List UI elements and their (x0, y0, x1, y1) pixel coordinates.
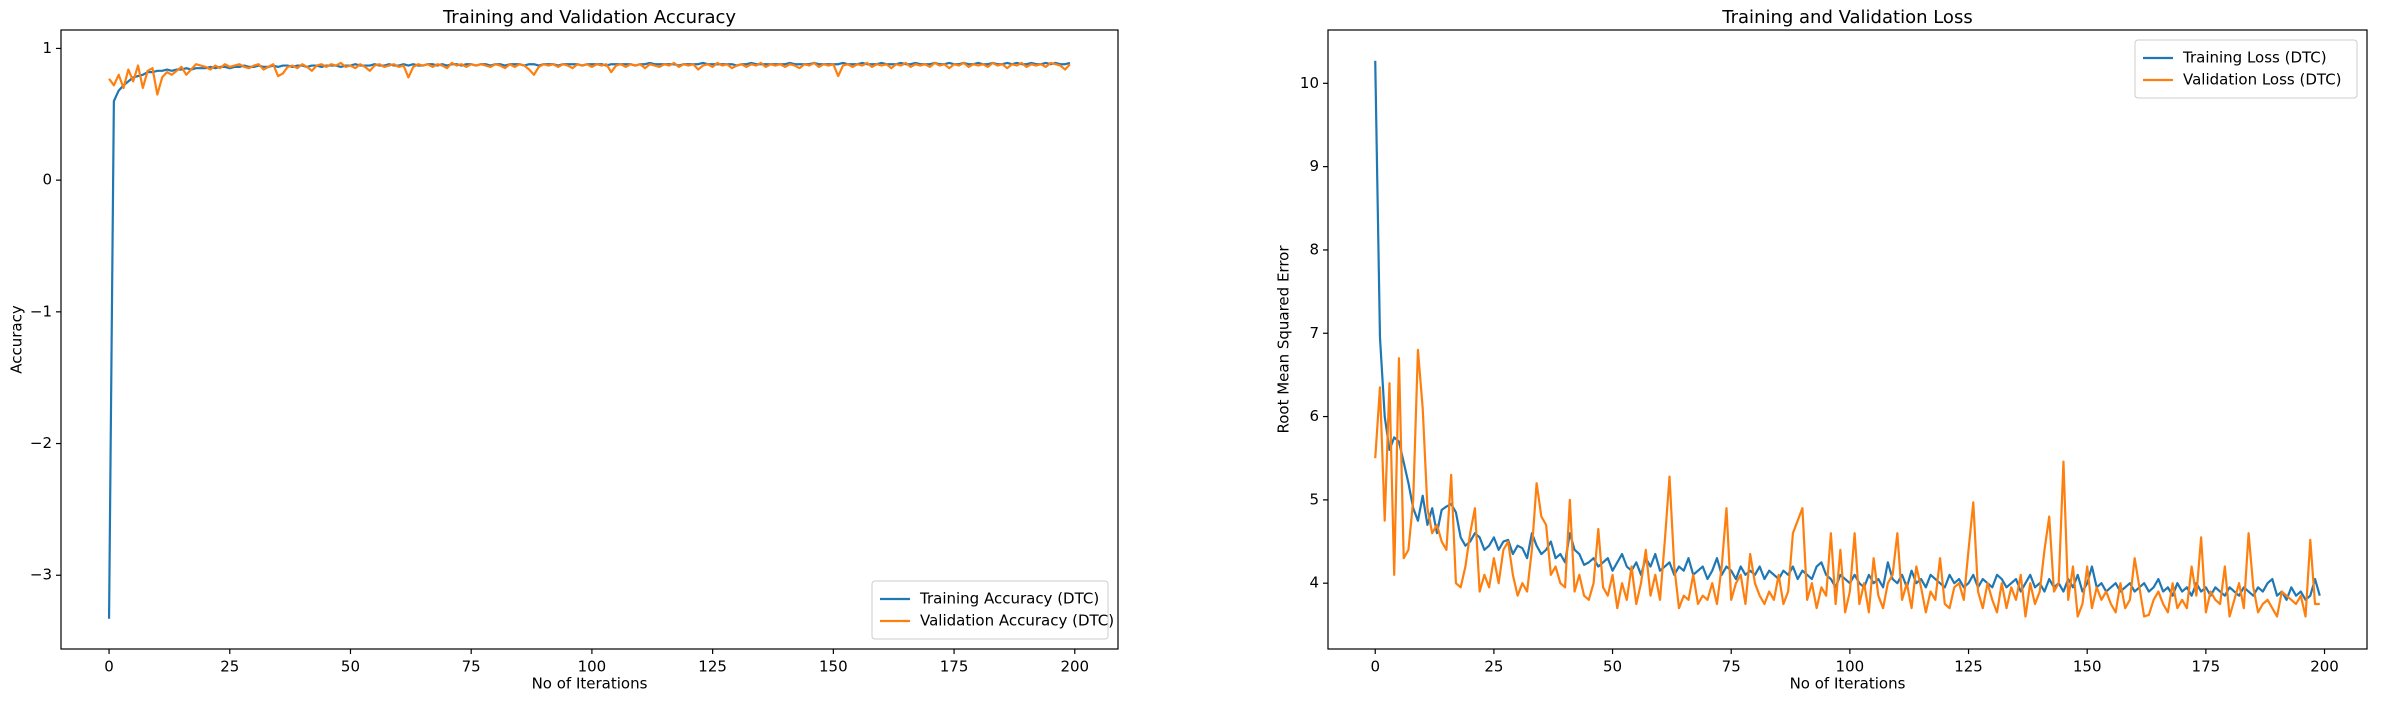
y-tick-label: 5 (1309, 490, 1319, 508)
y-tick-label: 6 (1309, 407, 1319, 425)
x-tick-label: 75 (462, 658, 481, 676)
legend-box (871, 580, 1109, 640)
legend-box (2134, 39, 2358, 99)
series-line (108, 61, 1071, 96)
x-tick-label: 175 (2192, 658, 2221, 676)
x-tick-label: 0 (1370, 658, 1380, 676)
axes-frame (1327, 29, 2368, 650)
series-line (1374, 348, 2320, 618)
x-tick-label: 25 (220, 658, 239, 676)
x-axis-label: No of Iterations (1790, 675, 1906, 693)
y-tick-label: 1 (42, 39, 52, 57)
y-tick-label: 8 (1309, 240, 1319, 258)
x-tick-label: 200 (2310, 658, 2339, 676)
x-tick-label: 0 (104, 658, 114, 676)
y-tick-label: −2 (30, 434, 52, 452)
y-tick-label: −3 (30, 566, 52, 584)
x-tick-label: 125 (698, 658, 727, 676)
y-axis-label: Root Mean Squared Error (1275, 245, 1293, 434)
y-axis-label: Accuracy (8, 305, 26, 374)
legend-label: Validation Loss (DTC) (2183, 71, 2342, 89)
x-tick-label: 50 (341, 658, 360, 676)
x-tick-label: 150 (819, 658, 848, 676)
x-tick-label: 100 (578, 658, 607, 676)
y-tick-label: −1 (30, 302, 52, 320)
x-tick-label: 175 (940, 658, 969, 676)
chart-title: Training and Validation Accuracy (442, 7, 736, 28)
y-tick-label: 7 (1309, 324, 1319, 342)
x-tick-label: 75 (1722, 658, 1741, 676)
legend-label: Validation Accuracy (DTC) (920, 612, 1114, 630)
x-tick-label: 200 (1060, 658, 1089, 676)
legend-label: Training Accuracy (DTC) (919, 590, 1099, 608)
x-tick-label: 125 (1954, 658, 1983, 676)
chart-title: Training and Validation Loss (1721, 7, 1972, 28)
y-tick-label: 4 (1309, 574, 1319, 592)
x-tick-label: 25 (1484, 658, 1503, 676)
series-line (107, 61, 1071, 619)
series-line (1374, 60, 2321, 601)
x-tick-label: 50 (1603, 658, 1622, 676)
axes-frame (60, 29, 1119, 650)
x-axis-label: No of Iterations (532, 675, 648, 693)
y-tick-label: 10 (1300, 74, 1319, 92)
x-tick-label: 100 (1836, 658, 1865, 676)
legend-label: Training Loss (DTC) (2182, 49, 2327, 67)
y-tick-label: 9 (1309, 157, 1319, 175)
y-tick-label: 0 (42, 171, 52, 189)
x-tick-label: 150 (2073, 658, 2102, 676)
